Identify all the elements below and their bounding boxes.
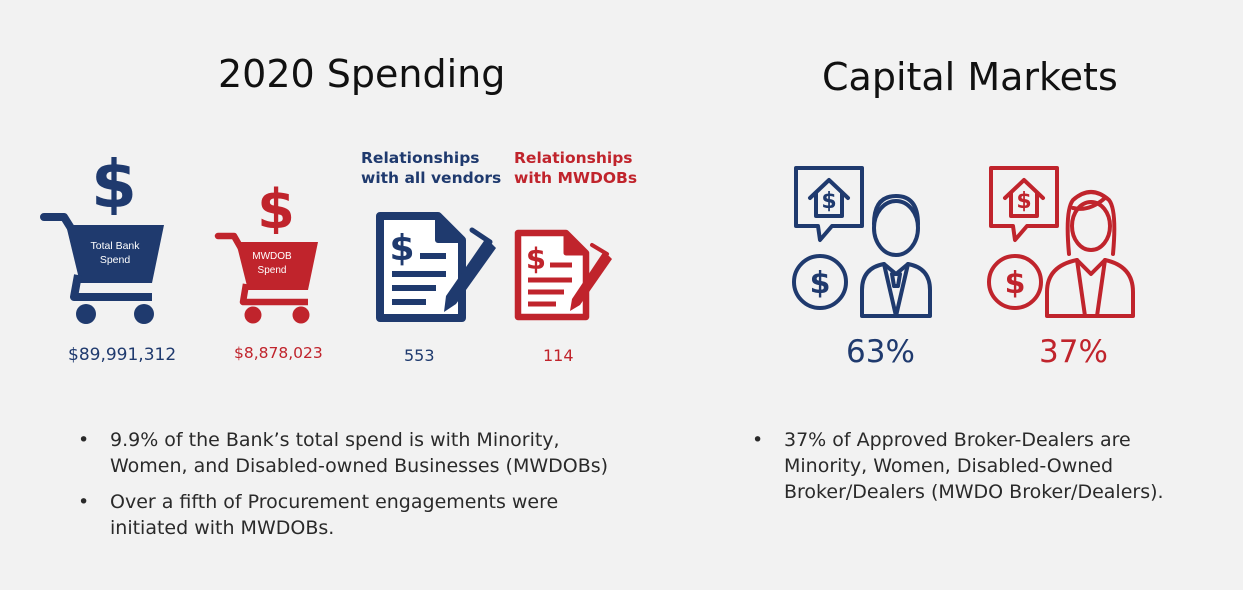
bullet-text: Over a fifth of Procurement engagements …	[110, 491, 559, 539]
contract-signing-icon: $	[514, 229, 612, 321]
dollar-sign-icon: $	[92, 146, 136, 215]
capital-markets-bullet-list: • 37% of Approved Broker-Dealers are Min…	[752, 427, 1202, 515]
mwdob-cart-label: MWDOB Spend	[252, 251, 292, 276]
bullet-text: 37% of Approved Broker-Dealers are Minor…	[784, 429, 1164, 503]
svg-text:$: $	[92, 146, 136, 215]
svg-text:$: $	[821, 189, 836, 214]
bullet-marker: •	[752, 429, 764, 451]
male-percentage: 63%	[846, 334, 915, 370]
spending-title: 2020 Spending	[218, 52, 506, 96]
total-bank-cart-icon	[40, 213, 164, 324]
list-item: • 9.9% of the Bank’s total spend is with…	[78, 427, 638, 479]
svg-text:$: $	[1005, 266, 1026, 301]
list-item: • Over a fifth of Procurement engagement…	[78, 489, 638, 541]
spending-bullet-list: • 9.9% of the Bank’s total spend is with…	[78, 427, 638, 551]
bullet-text: 9.9% of the Bank’s total spend is with M…	[110, 429, 609, 477]
dollar-sign-icon: $	[258, 178, 294, 234]
mwdob-cart-icon	[214, 232, 318, 324]
svg-text:$: $	[1016, 189, 1031, 214]
mwdob-relationships-header: Relationships with MWDOBs	[514, 149, 638, 187]
all-vendors-count: 553	[404, 346, 435, 365]
bullet-marker: •	[78, 491, 90, 513]
svg-text:$: $	[810, 266, 831, 301]
list-item: • 37% of Approved Broker-Dealers are Min…	[752, 427, 1202, 505]
contract-signing-icon: $	[376, 212, 496, 322]
total-bank-spend-value: $89,991,312	[68, 345, 177, 365]
bullet-marker: •	[78, 429, 90, 451]
svg-text:$: $	[258, 178, 294, 234]
all-vendors-header: Relationships with all vendors	[361, 149, 502, 187]
female-percentage: 37%	[1039, 334, 1108, 370]
capital-markets-title: Capital Markets	[822, 55, 1118, 99]
businessman-icon: $ $	[792, 166, 932, 318]
mwdob-spend-value: $8,878,023	[234, 344, 323, 362]
mwdob-count: 114	[543, 346, 574, 365]
total-bank-cart-label: Total Bank Spend	[90, 240, 140, 266]
svg-text:$: $	[526, 242, 546, 276]
svg-text:$: $	[389, 228, 414, 269]
businesswoman-icon: $ $	[987, 166, 1135, 318]
